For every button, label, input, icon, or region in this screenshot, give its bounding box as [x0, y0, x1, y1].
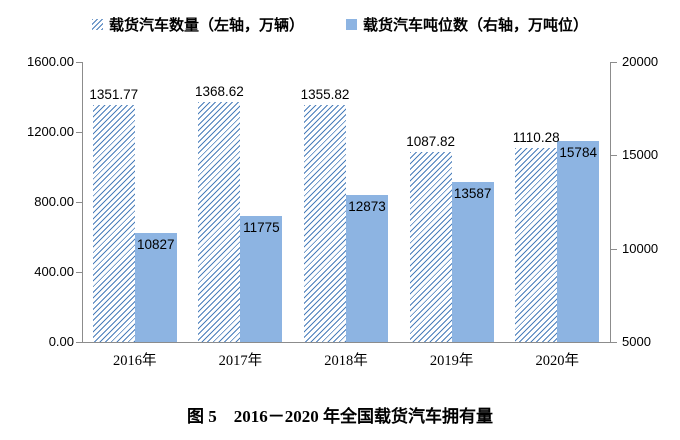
- right-axis-tick-label: 10000: [622, 240, 659, 256]
- legend: 载货汽车数量（左轴，万辆） 载货汽车吨位数（右轴，万吨位）: [0, 14, 680, 35]
- left-axis-tick: [76, 202, 82, 203]
- legend-item-truck-quantity: 载货汽车数量（左轴，万辆）: [91, 14, 304, 35]
- hatched-swatch-icon: [91, 19, 103, 30]
- category-label-2019年: 2019年: [429, 353, 474, 369]
- bar-quantity-2018年: [304, 104, 346, 342]
- legend-label-truck-tonnage: 载货汽车吨位数（右轴，万吨位）: [363, 17, 589, 34]
- bar-tonnage-2019年: [451, 181, 494, 342]
- category-label-2017年: 2017年: [218, 353, 263, 369]
- data-label-quantity-2017年: 1368.62: [194, 84, 244, 100]
- bar-quantity-2017年: [198, 102, 241, 342]
- data-label-tonnage-2016年: 10827: [137, 237, 175, 253]
- data-label-quantity-2020年: 1110.28: [512, 129, 560, 145]
- right-axis-tick-label: 5000: [622, 334, 651, 349]
- category-label-2016年: 2016年: [113, 353, 157, 369]
- data-label-quantity-2016年: 1351.77: [89, 87, 139, 103]
- data-label-quantity-2019年: 1087.82: [406, 133, 455, 149]
- bar-quantity-2016年: [92, 105, 135, 342]
- x-axis-line: [82, 342, 611, 343]
- bar-quantity-2020年: [515, 147, 558, 342]
- legend-label-truck-quantity: 载货汽车数量（左轴，万辆）: [108, 17, 304, 34]
- chart-caption: 图 5 2016－2020 年全国载货汽车拥有量: [187, 407, 493, 426]
- left-axis-tick-label: 0.00: [48, 334, 74, 349]
- solid-swatch-icon: [346, 19, 357, 30]
- right-axis-tick: [611, 62, 617, 63]
- bar-tonnage-2016年: [134, 233, 177, 342]
- left-axis-tick-label: 800.00: [34, 194, 74, 209]
- bar-tonnage-2017年: [240, 215, 283, 342]
- left-axis-tick: [76, 132, 82, 133]
- legend-item-truck-tonnage: 载货汽车吨位数（右轴，万吨位）: [346, 14, 588, 35]
- right-axis-tick-label: 20000: [622, 54, 659, 69]
- left-axis-tick-label: 1600.00: [27, 54, 74, 69]
- data-label-tonnage-2019年: 13587: [453, 185, 492, 201]
- data-label-quantity-2018年: 1355.82: [300, 86, 350, 102]
- bar-tonnage-2018年: [346, 195, 388, 342]
- left-axis-tick: [76, 272, 82, 273]
- left-axis-tick: [76, 62, 82, 63]
- left-axis-line: [82, 62, 83, 343]
- data-label-tonnage-2020年: 15784: [559, 144, 597, 160]
- bar-quantity-2019年: [409, 151, 452, 342]
- right-axis-tick: [611, 342, 617, 343]
- data-label-tonnage-2017年: 11775: [243, 219, 280, 235]
- left-axis-tick: [76, 342, 82, 343]
- right-axis-line: [610, 62, 611, 343]
- left-axis-tick-label: 400.00: [34, 264, 74, 279]
- category-label-2018年: 2018年: [324, 353, 368, 369]
- data-label-tonnage-2018年: 12873: [348, 199, 386, 215]
- right-axis-tick-label: 15000: [622, 147, 659, 163]
- category-label-2020年: 2020年: [535, 353, 579, 369]
- right-axis-tick: [611, 248, 617, 250]
- bar-tonnage-2020年: [557, 140, 600, 342]
- right-axis-tick: [611, 155, 617, 157]
- left-axis-tick-label: 1200.00: [27, 124, 74, 139]
